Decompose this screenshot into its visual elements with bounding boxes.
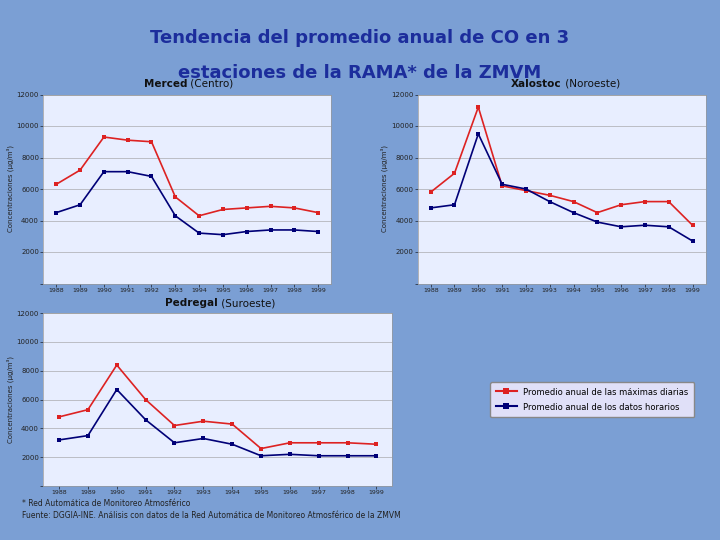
- Y-axis label: Concentraciones (μg/m³): Concentraciones (μg/m³): [6, 145, 14, 233]
- Text: (Suroeste): (Suroeste): [217, 298, 275, 308]
- Text: estaciones de la RAMA* de la ZMVM: estaciones de la RAMA* de la ZMVM: [179, 64, 541, 82]
- Text: Tendencia del promedio anual de CO en 3: Tendencia del promedio anual de CO en 3: [150, 29, 570, 47]
- Legend: Promedio anual de las máximas diarias, Promedio anual de los datos horarios: Promedio anual de las máximas diarias, P…: [490, 382, 694, 417]
- Text: * Red Automática de Monitoreo Atmosférico: * Red Automática de Monitoreo Atmosféric…: [22, 500, 190, 509]
- Text: (Noroeste): (Noroeste): [562, 79, 620, 89]
- Text: (Centro): (Centro): [187, 79, 233, 89]
- Y-axis label: Concentraciones (μg/m³): Concentraciones (μg/m³): [6, 356, 14, 443]
- Text: Xalostoc: Xalostoc: [511, 79, 562, 89]
- Y-axis label: Concentraciones (μg/m³): Concentraciones (μg/m³): [381, 145, 388, 233]
- Text: Fuente: DGGIA-INE. Análisis con datos de la Red Automática de Monitoreo Atmosfér: Fuente: DGGIA-INE. Análisis con datos de…: [22, 511, 400, 521]
- Text: Pedregal: Pedregal: [165, 298, 217, 308]
- Text: Merced: Merced: [144, 79, 187, 89]
